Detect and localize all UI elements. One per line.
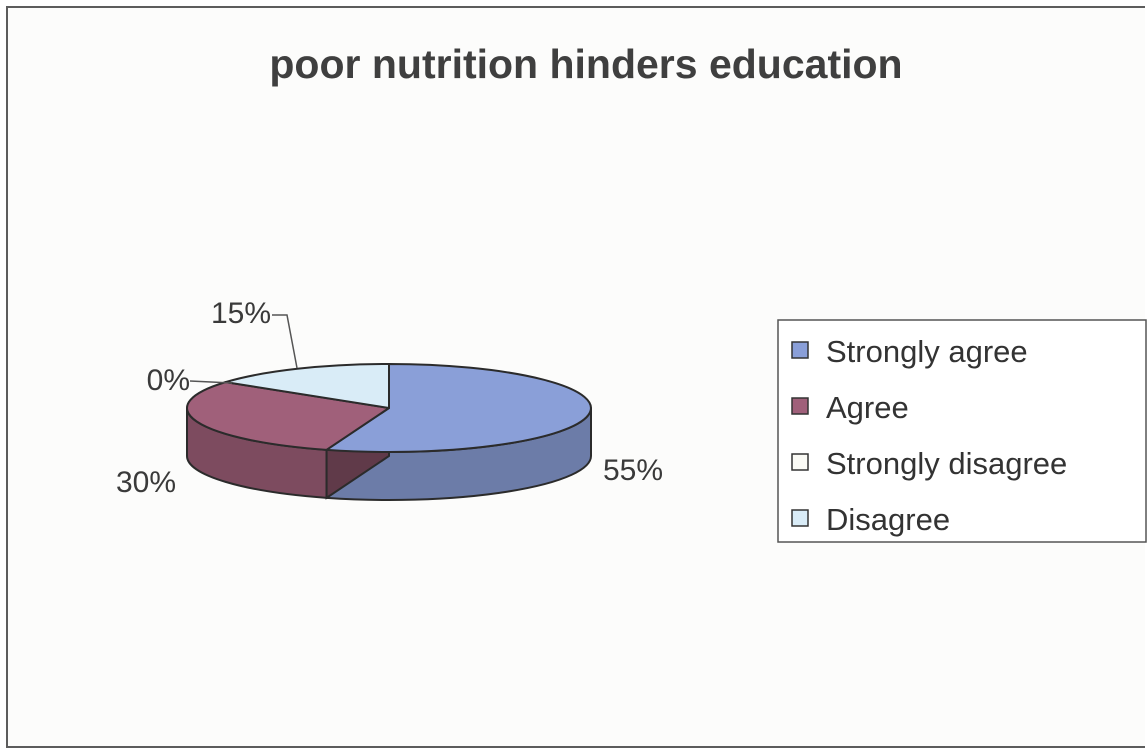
legend-swatch-strongly-disagree [791, 453, 809, 471]
legend-swatch-disagree [791, 509, 809, 527]
legend-label-strongly-agree: Strongly agree [826, 334, 1028, 369]
data-labels: 55% 30% 0% 15% [116, 297, 663, 499]
pie-slice-strongly-agree [325, 363, 592, 453]
legend-label-disagree: Disagree [826, 502, 950, 537]
legend-label-strongly-disagree: Strongly disagree [826, 446, 1067, 481]
data-label-disagree: 15% [211, 297, 271, 330]
pie-slice-agree [186, 381, 390, 451]
legend: Strongly agree Agree Strongly disagree Disa… [777, 319, 1147, 543]
leader-line-disagree [272, 314, 298, 369]
legend-swatch-strongly-agree [791, 341, 809, 359]
data-label-agree: 30% [116, 466, 176, 499]
data-label-strongly-disagree: 0% [147, 364, 190, 397]
leader-line-strongly-disagree [189, 380, 233, 384]
legend-label-agree: Agree [826, 390, 909, 425]
legend-swatch-agree [791, 397, 809, 415]
legend-box [777, 319, 1147, 543]
pie-slices [186, 363, 592, 501]
data-label-strongly-agree: 55% [603, 454, 663, 487]
chart-title: poor nutrition hinders education [269, 41, 902, 87]
pie-slice-disagree [224, 363, 390, 409]
